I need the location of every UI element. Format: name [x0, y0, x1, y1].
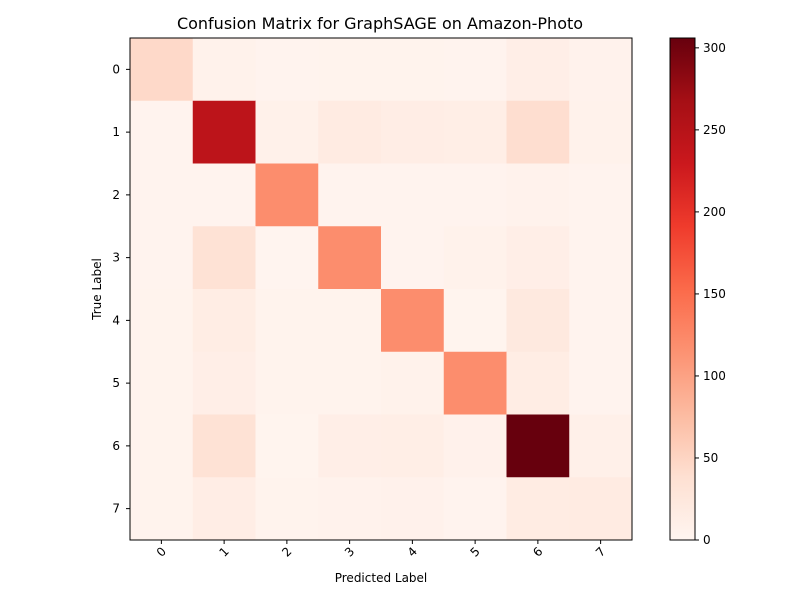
x-tick-label: 4 — [405, 544, 420, 559]
heatmap-cell — [130, 163, 194, 227]
heatmap-cell — [381, 226, 445, 290]
y-tick-label: 1 — [112, 125, 120, 139]
heatmap-cell — [569, 100, 633, 164]
x-tick-label: 6 — [530, 544, 545, 559]
heatmap-cell — [318, 38, 382, 102]
heatmap-cell — [318, 289, 382, 353]
x-tick-label: 5 — [467, 544, 482, 559]
colorbar-tick-label: 250 — [703, 123, 726, 137]
x-tick-label: 3 — [342, 544, 357, 559]
x-axis-ticks: 0 1 2 3 4 5 6 7 — [154, 540, 608, 560]
plot-frame — [129, 37, 633, 541]
heatmap-cell — [192, 226, 256, 290]
y-tick-label: 2 — [112, 188, 120, 202]
chart-title: Confusion Matrix for GraphSAGE on Amazon… — [177, 14, 583, 33]
heatmap-cell — [506, 163, 570, 227]
heatmap-cell — [192, 477, 256, 541]
heatmap-cell — [443, 226, 507, 290]
x-tick-label: 2 — [279, 544, 294, 559]
heatmap-cell — [569, 38, 633, 102]
x-tick-label: 0 — [154, 544, 169, 559]
heatmap-cell — [506, 414, 570, 478]
heatmap-cell — [506, 38, 570, 102]
colorbar-tick-label: 100 — [703, 369, 726, 383]
heatmap-cell — [443, 414, 507, 478]
x-tick-label: 7 — [593, 544, 608, 559]
heatmap-cell — [443, 289, 507, 353]
x-axis-label: Predicted Label — [335, 571, 428, 585]
heatmap-cell — [318, 414, 382, 478]
heatmap-cell — [506, 226, 570, 290]
heatmap-cell — [192, 414, 256, 478]
heatmap-cell — [255, 414, 319, 478]
heatmap-cell — [569, 414, 633, 478]
heatmap-cell — [255, 163, 319, 227]
heatmap-cell — [506, 100, 570, 164]
heatmap-cell — [192, 100, 256, 164]
heatmap-cell — [443, 351, 507, 415]
heatmap-cell — [192, 351, 256, 415]
heatmap-cell — [318, 351, 382, 415]
y-tick-label: 4 — [112, 313, 120, 327]
y-tick-label: 7 — [112, 502, 120, 516]
heatmap-cell — [130, 38, 194, 102]
heatmap-cell — [130, 289, 194, 353]
heatmap-cell — [192, 289, 256, 353]
colorbar-tick-label: 200 — [703, 205, 726, 219]
heatmap-cell — [381, 477, 445, 541]
x-tick-label: 1 — [216, 544, 231, 559]
heatmap-cells — [130, 38, 633, 541]
heatmap-cell — [318, 226, 382, 290]
heatmap-cell — [318, 477, 382, 541]
heatmap-cell — [443, 38, 507, 102]
heatmap-cell — [443, 163, 507, 227]
heatmap-cell — [506, 289, 570, 353]
heatmap-cell — [255, 226, 319, 290]
heatmap-cell — [569, 289, 633, 353]
heatmap-cell — [569, 351, 633, 415]
y-axis-ticks: 0 1 2 3 4 5 6 7 — [112, 62, 130, 516]
heatmap-cell — [381, 289, 445, 353]
heatmap-cell — [255, 289, 319, 353]
y-tick-label: 3 — [112, 251, 120, 265]
heatmap-cell — [381, 38, 445, 102]
colorbar-tick-label: 300 — [703, 41, 726, 55]
heatmap-cell — [130, 414, 194, 478]
y-tick-label: 0 — [112, 62, 120, 76]
heatmap-cell — [569, 477, 633, 541]
heatmap-cell — [381, 414, 445, 478]
colorbar-tick-label: 50 — [703, 451, 718, 465]
heatmap-cell — [130, 351, 194, 415]
heatmap-cell — [255, 477, 319, 541]
heatmap-cell — [130, 226, 194, 290]
heatmap-cell — [443, 100, 507, 164]
colorbar-ticks: 0 50 100 150 200 250 300 — [695, 41, 726, 547]
colorbar-tick-label: 0 — [703, 533, 711, 547]
heatmap-cell — [318, 100, 382, 164]
colorbar — [669, 37, 696, 541]
heatmap-cell — [569, 226, 633, 290]
heatmap-cell — [569, 163, 633, 227]
heatmap-cell — [192, 163, 256, 227]
colorbar-tick-label: 150 — [703, 287, 726, 301]
heatmap-cell — [381, 163, 445, 227]
y-tick-label: 5 — [112, 376, 120, 390]
heatmap-cell — [130, 100, 194, 164]
heatmap-cell — [255, 351, 319, 415]
heatmap-cell — [318, 163, 382, 227]
heatmap-cell — [255, 100, 319, 164]
heatmap-cell — [506, 477, 570, 541]
y-tick-label: 6 — [112, 439, 120, 453]
heatmap-cell — [192, 38, 256, 102]
heatmap-cell — [443, 477, 507, 541]
heatmap-cell — [381, 100, 445, 164]
heatmap-cell — [130, 477, 194, 541]
heatmap-cell — [381, 351, 445, 415]
heatmap-cell — [506, 351, 570, 415]
y-axis-label: True Label — [90, 258, 104, 321]
heatmap-cell — [255, 38, 319, 102]
